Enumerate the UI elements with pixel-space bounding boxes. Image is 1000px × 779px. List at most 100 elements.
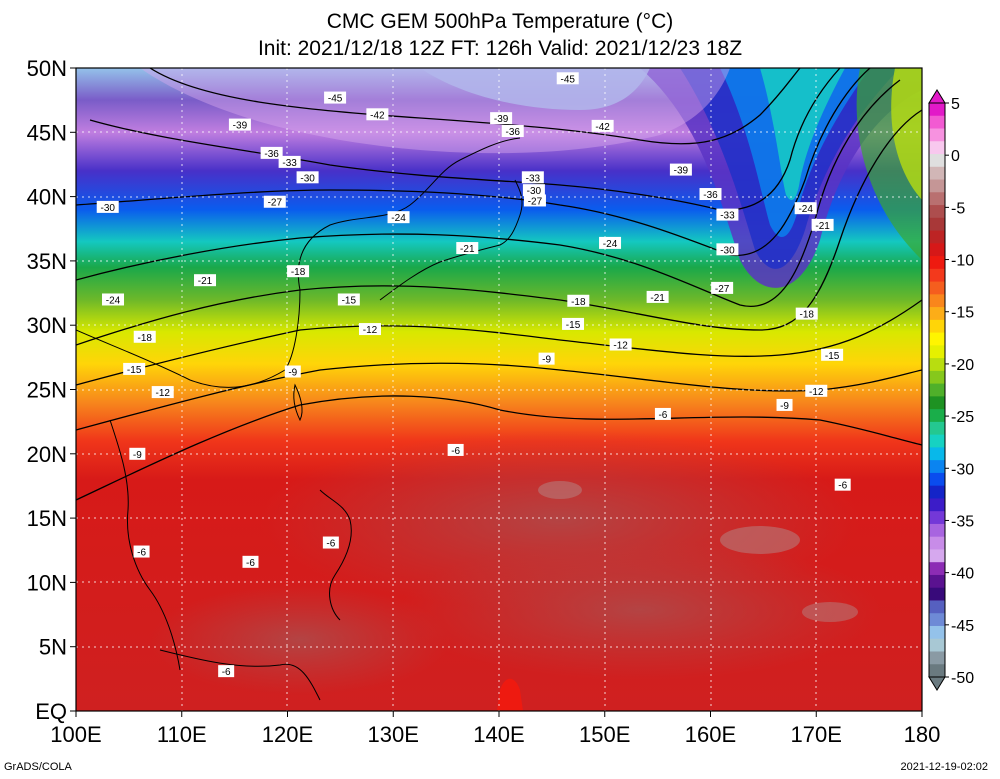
contour-label-box bbox=[567, 294, 590, 307]
contour-label-box bbox=[366, 108, 389, 121]
graticule bbox=[76, 68, 922, 711]
contour-label-text: -24 bbox=[603, 239, 618, 250]
contour-label-box bbox=[669, 163, 692, 176]
contour-label-text: -18 bbox=[138, 333, 153, 344]
contour-label-text: -12 bbox=[809, 387, 824, 398]
contour-label: -30 bbox=[716, 243, 739, 256]
contour-label-text: -27 bbox=[268, 198, 283, 209]
contour-label: -24 bbox=[387, 211, 410, 224]
colorbar-label: -40 bbox=[951, 566, 974, 583]
colorbar-labels: 5 0 -5 -10 -15 -20 -25 -30 -35 -40 -45 -50 bbox=[945, 96, 974, 687]
colorbar-swatch bbox=[929, 281, 945, 295]
colorbar-swatch bbox=[929, 562, 945, 576]
contour-label-box bbox=[646, 290, 669, 303]
colorbar bbox=[928, 89, 946, 691]
colorbar-swatch bbox=[929, 447, 945, 461]
contour-label-text: -30 bbox=[100, 203, 115, 214]
contour-label-text: -12 bbox=[155, 388, 170, 399]
colorbar-swatch bbox=[929, 396, 945, 410]
colorbar-swatch bbox=[929, 115, 945, 130]
contour-label-box bbox=[260, 146, 283, 159]
contour-label-text: -24 bbox=[798, 204, 813, 215]
contour-label-text: -6 bbox=[451, 446, 460, 457]
contour-label: -24 bbox=[794, 202, 817, 215]
lat-tick-label: EQ bbox=[35, 699, 67, 724]
colorbar-swatch bbox=[929, 192, 945, 206]
contour-label-box bbox=[133, 545, 150, 558]
contour-label-text: -39 bbox=[233, 121, 248, 132]
contour-label-box bbox=[242, 555, 259, 568]
lon-tick-label: 160E bbox=[685, 722, 736, 747]
contour-label: -12 bbox=[358, 323, 381, 336]
contour-label: -9 bbox=[284, 365, 301, 378]
colorbar-swatch bbox=[929, 664, 945, 678]
contour-label-box bbox=[795, 307, 818, 320]
contour-label-text: -33 bbox=[720, 211, 735, 222]
contour-label-box bbox=[805, 384, 828, 397]
contour-label: -6 bbox=[834, 478, 851, 492]
colorbar-swatch bbox=[929, 230, 945, 244]
contour-label-box bbox=[228, 118, 251, 131]
contour-label: -30 bbox=[96, 200, 119, 214]
colorbar-label: 0 bbox=[951, 148, 960, 165]
contour-label-box bbox=[522, 184, 545, 197]
contour-label-text: -39 bbox=[494, 114, 509, 125]
contour-label-box bbox=[556, 72, 579, 85]
contour-label: -36 bbox=[501, 125, 524, 138]
contour-label-box bbox=[599, 236, 622, 249]
contour-label: -42 bbox=[591, 119, 614, 133]
colorbar-swatch bbox=[929, 613, 945, 627]
contour-label-box bbox=[296, 171, 319, 184]
colorbar-swatch bbox=[929, 307, 945, 321]
contour-label-text: -39 bbox=[674, 166, 689, 177]
colorbar-label: -10 bbox=[951, 253, 974, 270]
contour-label-box bbox=[834, 478, 851, 491]
contour-label-text: -15 bbox=[566, 320, 581, 331]
colorbar-swatch bbox=[929, 600, 945, 614]
colorbar-label: -30 bbox=[951, 461, 974, 478]
colorbar-swatch bbox=[929, 319, 945, 334]
colorbar-swatch bbox=[929, 128, 945, 142]
lon-tick-label: 110E bbox=[157, 722, 207, 747]
contour-label: -45 bbox=[324, 91, 347, 105]
contour-label-text: -21 bbox=[198, 276, 213, 287]
contour-label-text: -12 bbox=[363, 325, 378, 336]
contour-label-box bbox=[591, 119, 614, 132]
lon-tick-label: 180 bbox=[904, 722, 941, 747]
colorbar-bottom-arrow bbox=[928, 676, 946, 691]
contour-label-text: -45 bbox=[328, 94, 343, 105]
contour-label-box bbox=[776, 398, 793, 411]
contour-label-text: -33 bbox=[282, 158, 297, 169]
contour-label-box bbox=[716, 243, 739, 256]
contour-label-box bbox=[102, 293, 125, 306]
contour-label: -6 bbox=[322, 536, 339, 550]
contour-label-box bbox=[699, 188, 722, 201]
contour-label-text: -24 bbox=[106, 295, 121, 306]
lon-tick-label: 120E bbox=[262, 722, 313, 747]
contour-label-box bbox=[716, 208, 739, 221]
colorbar-swatch bbox=[929, 103, 945, 117]
lat-tick-label: 40N bbox=[27, 185, 67, 210]
contour-label-text: -9 bbox=[288, 367, 297, 378]
colorbar-swatch bbox=[929, 536, 945, 550]
contour-label-box bbox=[287, 265, 310, 278]
contour-label-box bbox=[490, 112, 513, 125]
lon-tick-label: 100E bbox=[50, 722, 101, 747]
colorbar-swatch bbox=[929, 179, 945, 193]
colorbar-swatch bbox=[929, 651, 945, 665]
contour-label-text: -6 bbox=[137, 548, 146, 559]
contour-label: -9 bbox=[538, 352, 555, 366]
contour-label-box bbox=[96, 200, 119, 213]
contour-label: -18 bbox=[795, 307, 818, 321]
colorbar-swatch bbox=[929, 370, 945, 385]
contour-label: -33 bbox=[521, 171, 544, 184]
contour-label: -12 bbox=[805, 384, 828, 398]
colorbar-label: -15 bbox=[951, 305, 974, 322]
contour-label: -15 bbox=[562, 317, 585, 331]
contour-label: -6 bbox=[654, 407, 671, 421]
colorbar-swatch bbox=[929, 409, 945, 423]
colorbar-label: -25 bbox=[951, 409, 974, 426]
contour-label-box bbox=[456, 242, 479, 255]
contour-label-box bbox=[501, 125, 524, 138]
lon-tick-label: 140E bbox=[473, 722, 524, 747]
